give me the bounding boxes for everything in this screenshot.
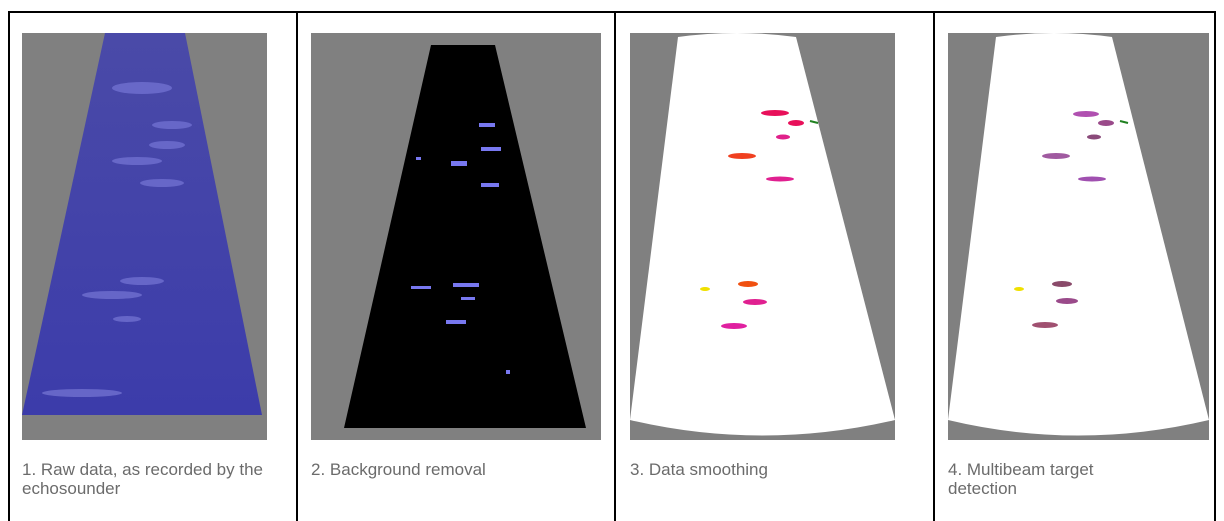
caption: 3. Data smoothing bbox=[630, 460, 895, 479]
separator bbox=[296, 11, 298, 521]
raw-data-image bbox=[22, 33, 267, 440]
caption: 2. Background removal bbox=[311, 460, 601, 479]
caption: 4. Multibeam target detection bbox=[948, 460, 1148, 498]
separator bbox=[614, 11, 616, 521]
page: {"panels": [ {"caption": "1. Raw data, a… bbox=[0, 0, 1224, 506]
caption: 1. Raw data, as recorded by the echosoun… bbox=[22, 460, 272, 498]
separator bbox=[933, 11, 935, 521]
smoothed-data-image bbox=[630, 33, 895, 440]
target-detection-image bbox=[948, 33, 1209, 440]
background-removed-image bbox=[311, 33, 601, 440]
